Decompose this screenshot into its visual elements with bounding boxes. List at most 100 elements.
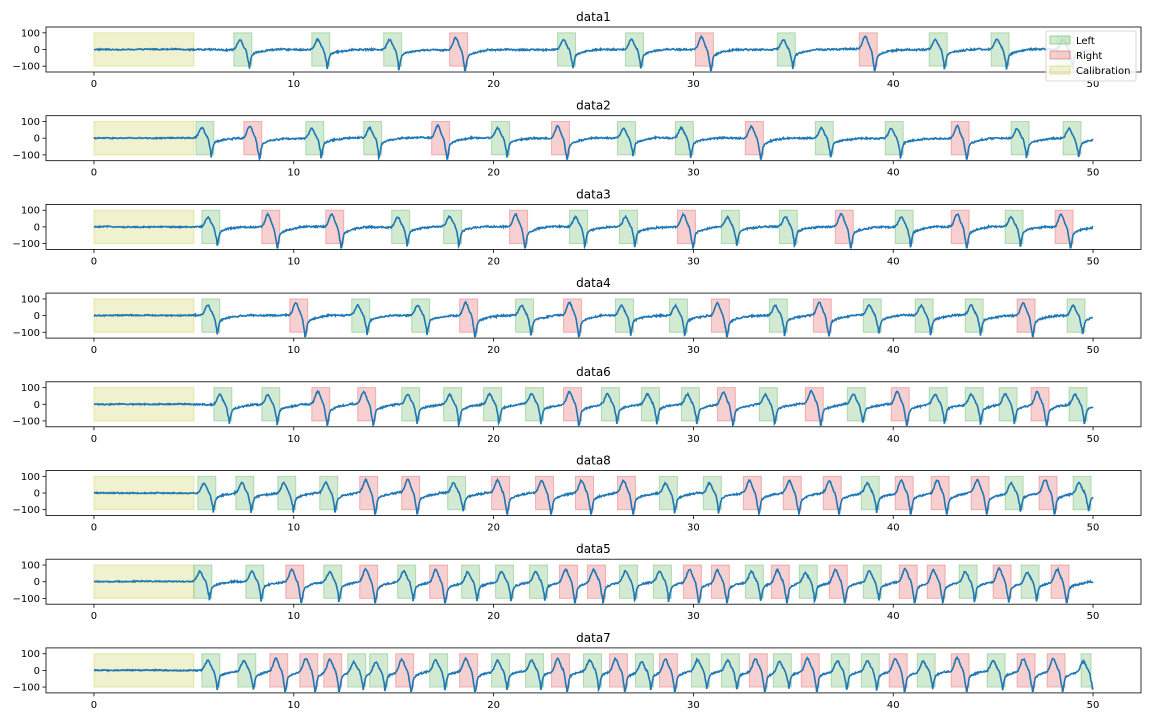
x-tick-label: 0 [91, 700, 97, 711]
x-tick-label: 20 [487, 611, 500, 622]
y-tick-label: 100 [21, 294, 40, 305]
interval-span-right [432, 122, 450, 155]
interval-span-left [516, 299, 534, 332]
interval-span-right [1017, 654, 1035, 687]
y-tick-label: 100 [21, 28, 40, 39]
y-tick-label: 0 [34, 134, 40, 145]
x-tick-label: 40 [887, 611, 900, 622]
panel-title: data1 [576, 10, 611, 24]
interval-span-right [951, 654, 969, 687]
x-tick-label: 0 [91, 79, 97, 90]
interval-span-right [1055, 210, 1073, 243]
interval-span-left [885, 122, 903, 155]
interval-span-right [927, 565, 945, 598]
interval-span-right [560, 565, 578, 598]
x-tick-label: 40 [887, 523, 900, 534]
interval-span-left [779, 210, 797, 243]
interval-span-left [831, 654, 849, 687]
interval-span-right [312, 388, 330, 421]
y-tick-label: 100 [21, 561, 40, 572]
chart-panel-data2: data21000−1000 10 20 30 40 50 [13, 99, 1141, 179]
legend-label-calibration: Calibration [1076, 66, 1130, 77]
chart-panel-data4: data41000−1000 10 20 30 40 50 [13, 276, 1141, 356]
signal-line [94, 302, 1093, 336]
x-tick-label: 20 [487, 523, 500, 534]
interval-span-right [813, 299, 831, 332]
x-tick-label: 50 [1087, 345, 1100, 356]
interval-span-right [552, 122, 570, 155]
interval-span-right [290, 299, 308, 332]
interval-span-left [675, 122, 693, 155]
panel-title: data8 [576, 454, 611, 468]
x-tick-label: 30 [687, 79, 700, 90]
x-tick-label: 10 [287, 79, 300, 90]
interval-span-left [444, 210, 462, 243]
x-tick-label: 30 [687, 523, 700, 534]
interval-span-right [677, 210, 695, 243]
interval-span-right [711, 299, 729, 332]
y-tick-label: −100 [13, 328, 40, 339]
chart-panel-data6: data61000−1000 10 20 30 40 50 [13, 365, 1141, 445]
chart-panel-data5: data51000−1000 10 20 30 40 50 [13, 542, 1141, 622]
interval-span-right [951, 210, 969, 243]
interval-span-left [929, 33, 947, 66]
interval-span-left [462, 565, 480, 598]
interval-span-right [823, 476, 841, 509]
x-tick-label: 40 [887, 700, 900, 711]
x-tick-label: 30 [687, 700, 700, 711]
panel-title: data6 [576, 365, 611, 379]
interval-span-left [558, 33, 576, 66]
y-tick-label: 0 [34, 489, 40, 500]
y-tick-label: 100 [21, 383, 40, 394]
interval-span-right [492, 476, 510, 509]
interval-span-right [859, 33, 877, 66]
interval-span-right [829, 565, 847, 598]
interval-span-right [771, 565, 789, 598]
interval-span-left [234, 33, 252, 66]
legend-label-right: Right [1076, 51, 1102, 62]
x-tick-label: 10 [287, 700, 300, 711]
y-tick-label: 100 [21, 117, 40, 128]
interval-span-left [570, 210, 588, 243]
x-tick-label: 10 [287, 256, 300, 267]
interval-span-left [444, 388, 462, 421]
interval-span-right [743, 476, 761, 509]
interval-span-right [576, 476, 594, 509]
panel-title: data4 [576, 276, 611, 290]
interval-span-right [1051, 565, 1069, 598]
interval-span-left [198, 476, 216, 509]
interval-span-left [659, 476, 677, 509]
interval-span-left [991, 33, 1009, 66]
interval-span-right [360, 565, 378, 598]
interval-span-right [1031, 388, 1049, 421]
panel-title: data3 [576, 187, 611, 201]
interval-span-right [588, 565, 606, 598]
y-tick-label: −100 [13, 239, 40, 250]
interval-span-right [358, 388, 376, 421]
interval-span-left [364, 122, 382, 155]
interval-span-right [891, 388, 909, 421]
interval-span-right [324, 654, 342, 687]
chart-panel-data3: data31000−1000 10 20 30 40 50 [13, 187, 1141, 267]
interval-span-left [861, 654, 879, 687]
x-tick-label: 10 [287, 434, 300, 445]
interval-span-left [202, 654, 220, 687]
interval-span-left [484, 388, 502, 421]
x-tick-label: 30 [687, 611, 700, 622]
legend: LeftRightCalibration [1046, 31, 1136, 81]
x-tick-label: 10 [287, 345, 300, 356]
interval-span-right [1047, 654, 1065, 687]
y-tick-label: −100 [13, 150, 40, 161]
interval-span-right [450, 33, 468, 66]
x-tick-label: 30 [687, 256, 700, 267]
interval-span-right [889, 654, 907, 687]
y-tick-label: 0 [34, 222, 40, 233]
legend-swatch-calibration [1050, 66, 1070, 74]
y-tick-label: −100 [13, 62, 40, 73]
interval-span-right [460, 654, 478, 687]
x-tick-label: 0 [91, 523, 97, 534]
interval-span-right [262, 210, 280, 243]
y-tick-label: 0 [34, 400, 40, 411]
x-tick-label: 30 [687, 168, 700, 179]
interval-span-right [993, 565, 1011, 598]
